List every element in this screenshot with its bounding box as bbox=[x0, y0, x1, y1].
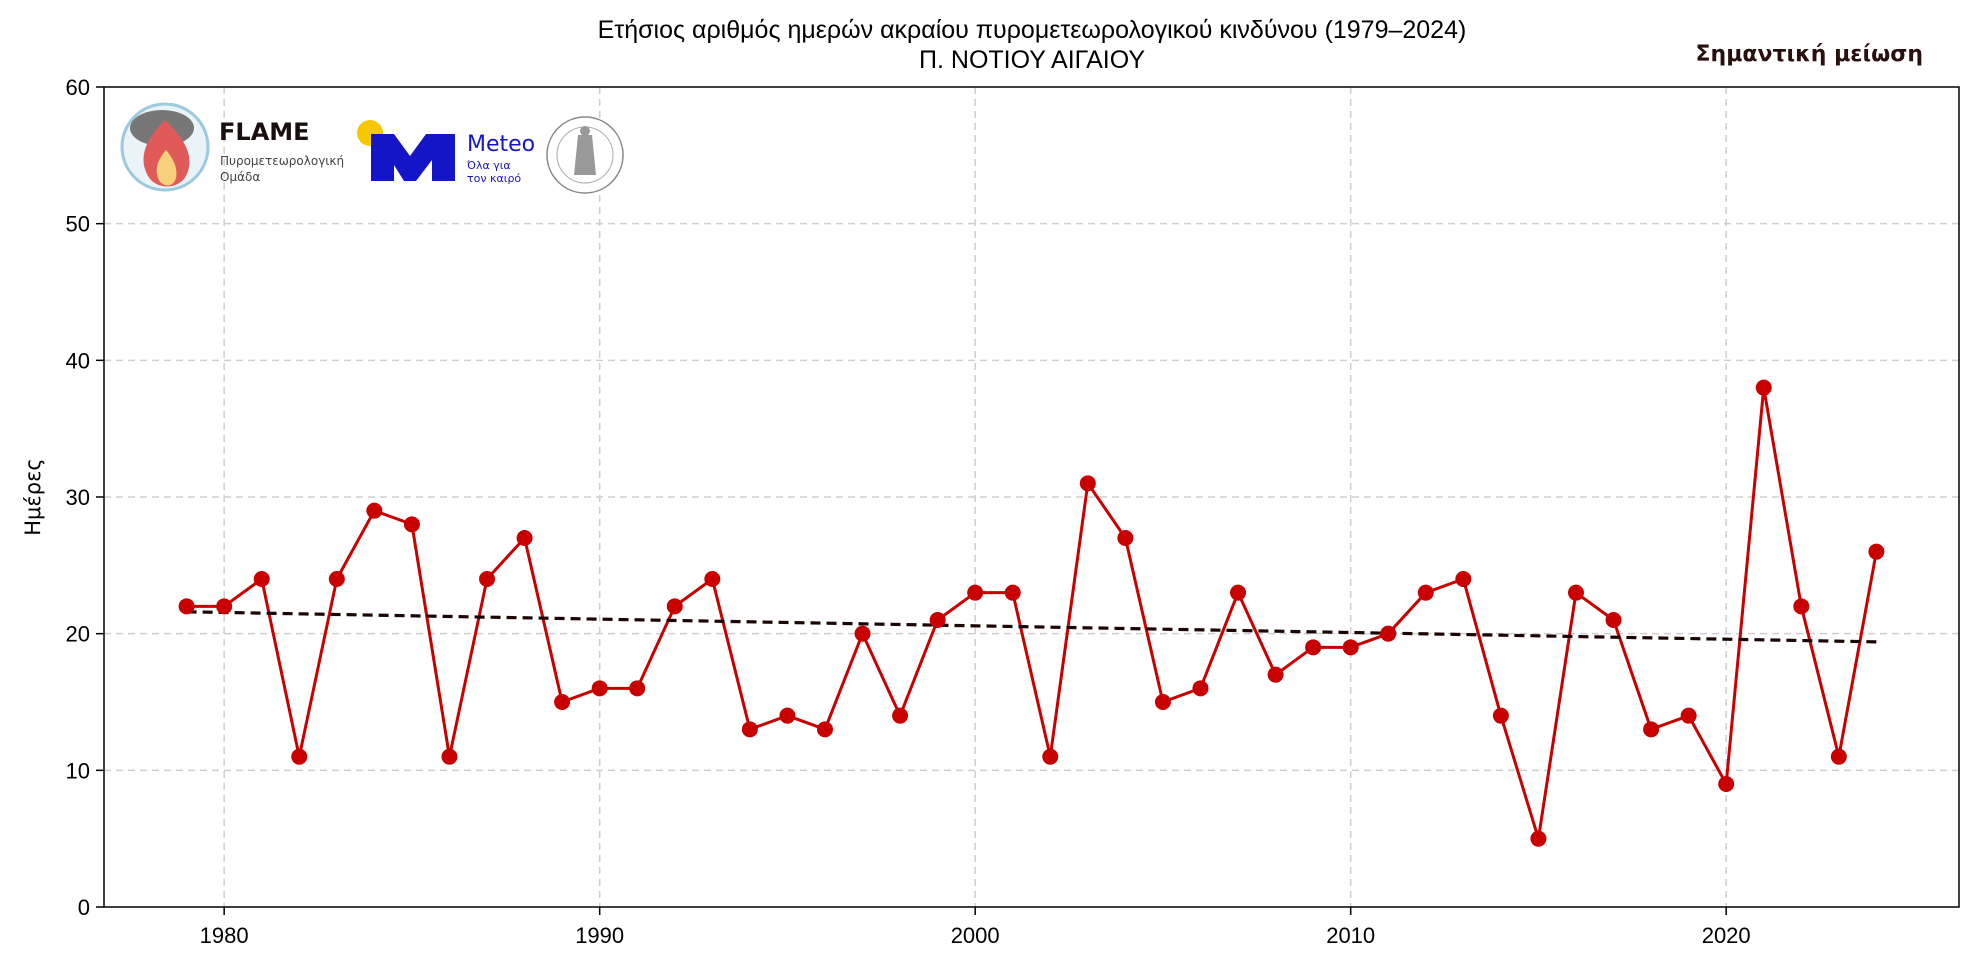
data-point bbox=[892, 707, 909, 724]
data-point bbox=[479, 571, 496, 587]
data-point bbox=[1267, 666, 1284, 683]
x-tick-label: 2010 bbox=[1326, 923, 1375, 948]
y-tick-label: 50 bbox=[66, 212, 90, 237]
y-tick-label: 40 bbox=[66, 348, 90, 373]
meteo-logo-sub2: τον καιρό bbox=[467, 172, 521, 185]
meteo-logo-name: Meteo bbox=[467, 132, 535, 157]
data-point bbox=[666, 598, 683, 615]
meteo-logo-sub1: Όλα για bbox=[466, 159, 511, 172]
meteo-logo: Meteo Όλα για τον καιρό bbox=[357, 120, 535, 185]
data-point bbox=[554, 694, 571, 710]
chart-title: Ετήσιος αριθμός ημερών ακραίου πυρομετεω… bbox=[597, 16, 1467, 44]
data-point bbox=[1755, 379, 1772, 396]
data-point bbox=[1718, 776, 1735, 792]
data-point bbox=[1154, 694, 1171, 710]
data-point bbox=[1004, 584, 1021, 601]
data-point bbox=[328, 571, 345, 587]
x-tick-label: 1980 bbox=[200, 923, 249, 948]
trend-line bbox=[186, 610, 1877, 644]
data-point bbox=[1079, 475, 1096, 492]
data-point bbox=[1117, 530, 1134, 546]
flame-logo-name: FLAME bbox=[219, 118, 310, 146]
data-point bbox=[1342, 639, 1359, 656]
data-point bbox=[591, 680, 608, 697]
data-point bbox=[816, 721, 833, 738]
data-point bbox=[629, 680, 646, 697]
data-point bbox=[1230, 584, 1247, 601]
y-tick-label: 30 bbox=[66, 485, 90, 510]
y-tick-label: 60 bbox=[66, 75, 90, 100]
data-point bbox=[253, 571, 270, 587]
data-point bbox=[516, 530, 533, 546]
flame-logo-sub2: Ομάδα bbox=[220, 170, 260, 184]
data-point bbox=[1793, 598, 1810, 615]
observatory-seal bbox=[546, 116, 624, 194]
chart-subtitle: Π. ΝΟΤΙΟΥ ΑΙΓΑΙΟΥ bbox=[918, 46, 1146, 74]
data-point bbox=[403, 516, 420, 533]
data-point bbox=[216, 598, 233, 615]
data-point bbox=[967, 584, 984, 601]
data-point bbox=[1567, 584, 1584, 601]
grid bbox=[104, 87, 1959, 907]
y-tick-label: 0 bbox=[78, 895, 90, 920]
y-axis-label: Ημέρες bbox=[21, 458, 45, 536]
data-point bbox=[1605, 612, 1622, 628]
data-point bbox=[291, 748, 308, 765]
data-point bbox=[1492, 707, 1509, 724]
data-point bbox=[1680, 707, 1697, 724]
data-point bbox=[741, 721, 758, 738]
data-point bbox=[854, 625, 871, 642]
trend-label: Σημαντική μείωση bbox=[1695, 42, 1923, 67]
series bbox=[178, 379, 1885, 847]
data-point bbox=[1192, 680, 1209, 697]
axes: 1980 1990 2000 2010 2020 0 10 20 30 40 50 60 bbox=[66, 75, 1751, 948]
data-point bbox=[178, 598, 195, 615]
data-point bbox=[1305, 639, 1322, 656]
meteo-m-icon bbox=[371, 134, 455, 181]
data-point bbox=[1643, 721, 1660, 738]
data-point bbox=[441, 748, 458, 765]
data-point bbox=[1530, 830, 1547, 847]
data-point bbox=[1455, 571, 1472, 587]
fire-inner-icon bbox=[156, 150, 177, 186]
x-tick-label: 2000 bbox=[951, 923, 1000, 948]
data-point bbox=[1830, 748, 1847, 765]
data-point bbox=[704, 571, 721, 587]
flame-logo: FLAME Πυρομετεωρολογική Ομάδα bbox=[120, 102, 344, 192]
data-point bbox=[929, 612, 946, 628]
flame-logo-sub1: Πυρομετεωρολογική bbox=[220, 154, 344, 168]
data-point bbox=[1417, 584, 1434, 601]
seal-head-icon bbox=[580, 126, 590, 136]
data-point bbox=[1042, 748, 1059, 765]
data-point bbox=[1868, 543, 1885, 560]
data-point bbox=[366, 502, 383, 519]
data-point bbox=[1380, 625, 1397, 642]
series-line bbox=[186, 386, 1878, 841]
y-tick-label: 10 bbox=[66, 758, 90, 783]
data-point bbox=[779, 707, 796, 724]
x-tick-label: 1990 bbox=[575, 923, 624, 948]
seal-figure-icon bbox=[574, 135, 596, 175]
x-tick-label: 2020 bbox=[1702, 923, 1751, 948]
y-tick-label: 20 bbox=[66, 622, 90, 647]
